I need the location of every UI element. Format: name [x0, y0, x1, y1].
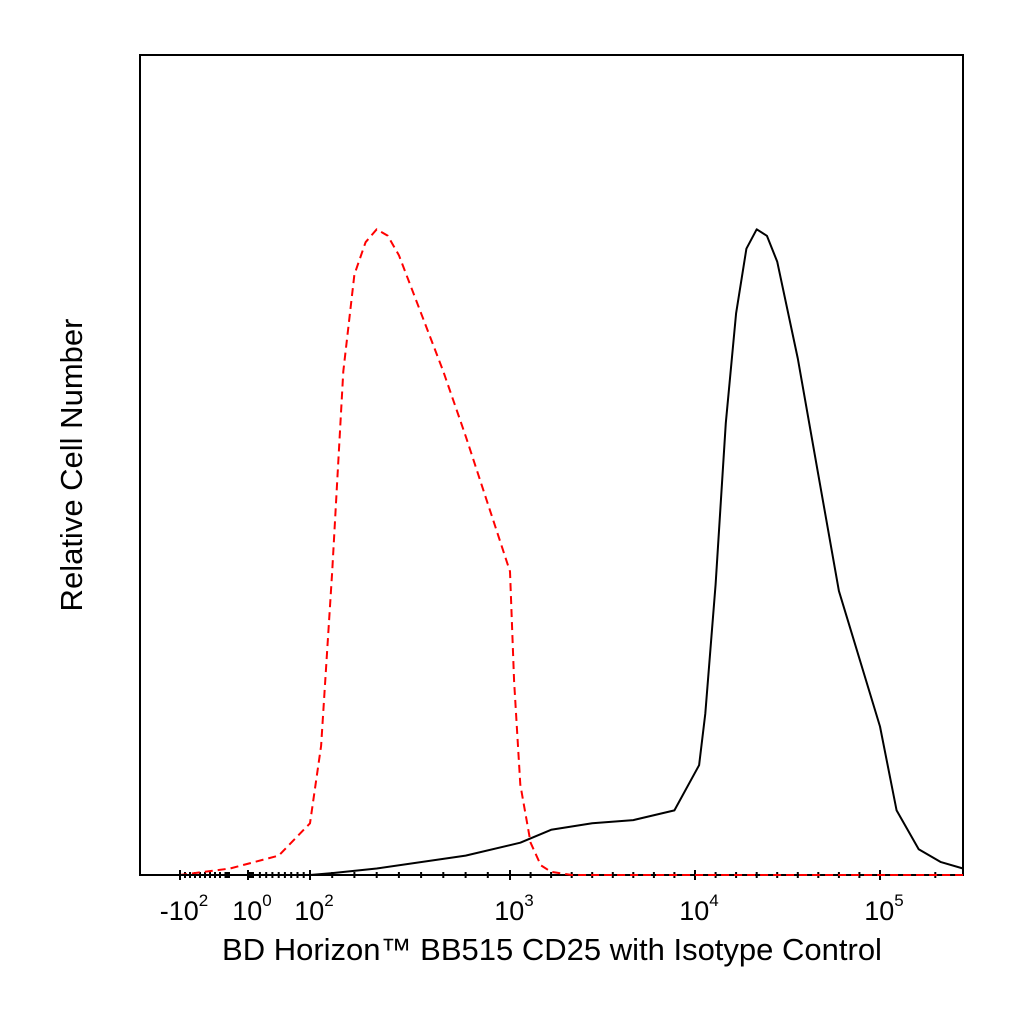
x-axis-title: BD Horizon™ BB515 CD25 with Isotype Cont… [222, 932, 882, 967]
x-tick-label: 105 [864, 891, 904, 926]
x-tick-label: 102 [294, 891, 334, 926]
x-tick-label: -102 [160, 891, 209, 926]
series-line-2 [140, 228, 964, 876]
x-tick-label: 104 [679, 891, 719, 926]
plot-frame [139, 54, 964, 876]
x-tick-labels: -102 100 102 103 104 105 [160, 891, 904, 926]
series-layer [140, 228, 964, 876]
y-axis-title: Relative Cell Number [54, 319, 89, 612]
x-tick-label: 100 [232, 891, 272, 926]
x-tick-label: 103 [494, 891, 534, 926]
series-line-1 [140, 228, 963, 876]
